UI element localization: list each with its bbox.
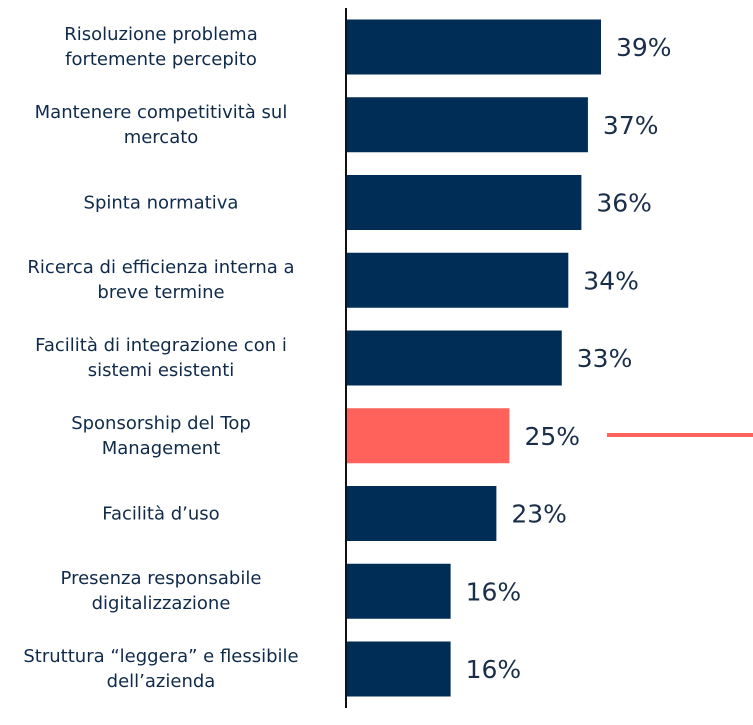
- bar: [347, 175, 582, 230]
- bar: [347, 19, 601, 75]
- bar: [347, 97, 588, 153]
- value-label: 36%: [596, 189, 652, 218]
- value-label: 25%: [524, 422, 580, 451]
- value-label: 37%: [603, 111, 659, 140]
- category-label: Struttura “leggera” e flessibile dell’az…: [23, 646, 299, 692]
- category-label: Facilità di integrazione con i sistemi e…: [35, 335, 287, 381]
- bar: [347, 330, 562, 386]
- value-label: 34%: [583, 266, 639, 295]
- bar: [347, 641, 451, 697]
- category-label: Presenza responsabile digitalizzazione: [60, 568, 262, 615]
- bar: [347, 563, 451, 619]
- value-label: 33%: [577, 344, 633, 373]
- category-label: Risoluzione problema fortemente percepit…: [64, 24, 258, 70]
- category-label: Facilità d’uso: [102, 503, 220, 524]
- category-label: Spinta normativa: [83, 192, 239, 213]
- value-label: 23%: [511, 500, 567, 529]
- category-label: Mantenere competitività sul mercato: [34, 101, 288, 148]
- value-label: 16%: [466, 577, 522, 606]
- bar: [347, 408, 510, 464]
- bar: [347, 252, 569, 308]
- category-label: Sponsorship del Top Management: [71, 412, 251, 459]
- value-label: 16%: [466, 655, 522, 684]
- bar: [347, 486, 497, 541]
- value-label: 39%: [616, 33, 672, 62]
- category-label: Ricerca di efficienza interna a breve te…: [27, 257, 295, 304]
